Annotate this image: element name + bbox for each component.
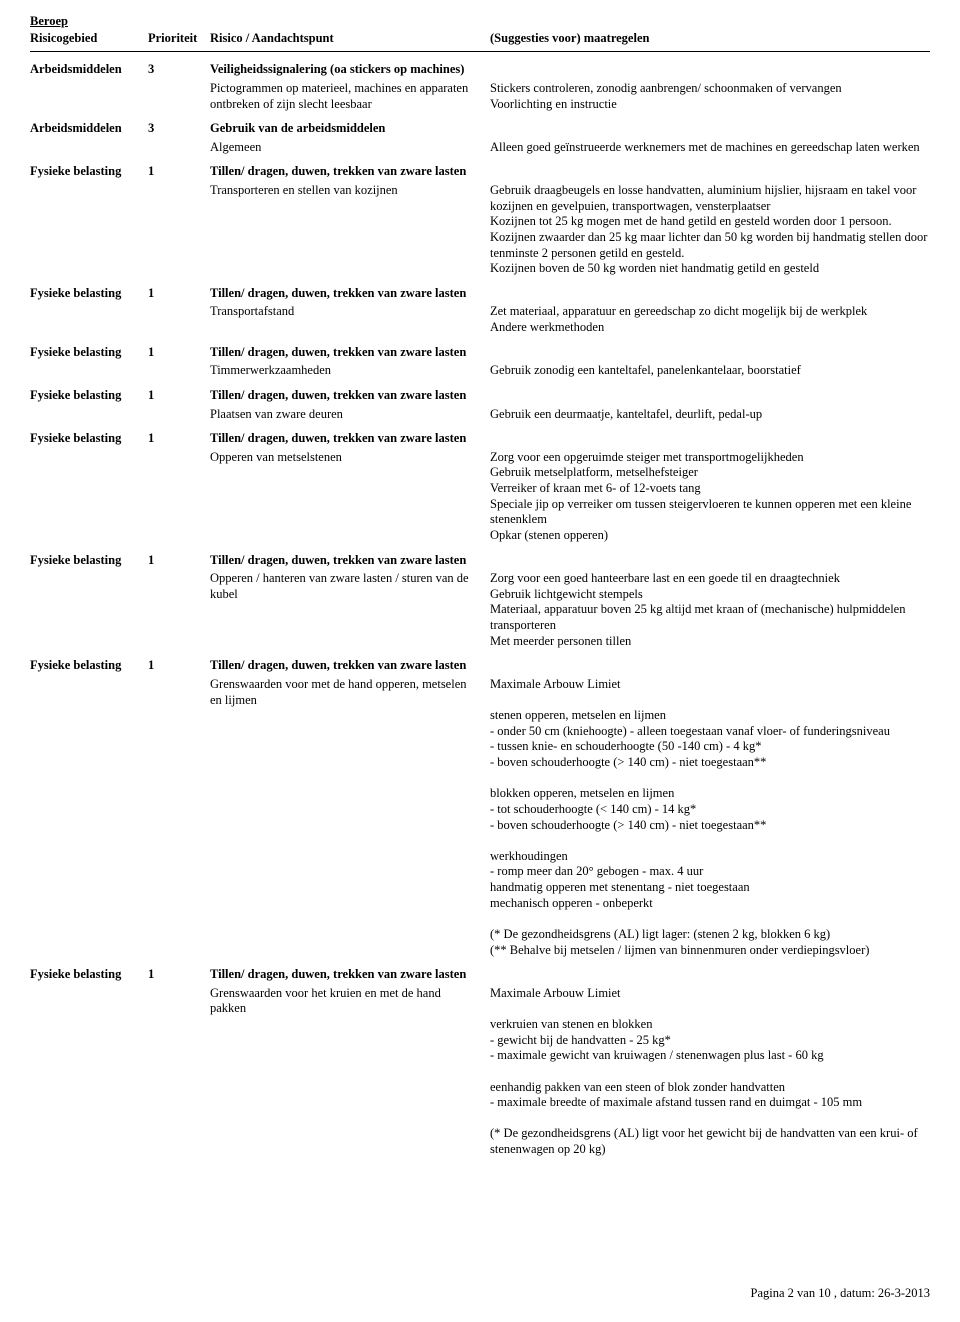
risk-group: Fysieke belasting1Tillen/ dragen, duwen,… bbox=[30, 286, 930, 336]
sub-cell: Timmerwerkzaamheden bbox=[210, 363, 490, 379]
col-header-risk: Risico / Aandachtspunt bbox=[210, 31, 490, 47]
risk-detail-row: Opperen / hanteren van zware lasten / st… bbox=[30, 571, 930, 649]
risk-group-head: Fysieke belasting1Tillen/ dragen, duwen,… bbox=[30, 431, 930, 447]
sub-cell: Opperen van metselstenen bbox=[210, 450, 490, 544]
risk-detail-row: Grenswaarden voor met de hand opperen, m… bbox=[30, 677, 930, 958]
sub-cell: Transporteren en stellen van kozijnen bbox=[210, 183, 490, 277]
area-cell: Fysieke belasting bbox=[30, 967, 148, 983]
risk-cell: Tillen/ dragen, duwen, trekken van zware… bbox=[210, 286, 490, 302]
measure-cell: Gebruik draagbeugels en losse handvatten… bbox=[490, 183, 930, 277]
col-header-meas: (Suggesties voor) maatregelen bbox=[490, 31, 930, 47]
area-cell: Fysieke belasting bbox=[30, 431, 148, 447]
risk-group: Fysieke belasting1Tillen/ dragen, duwen,… bbox=[30, 967, 930, 1158]
risk-cell: Gebruik van de arbeidsmiddelen bbox=[210, 121, 490, 137]
area-cell: Fysieke belasting bbox=[30, 388, 148, 404]
risk-detail-row: Grenswaarden voor het kruien en met de h… bbox=[30, 986, 930, 1158]
col-header-prio: Prioriteit bbox=[148, 31, 210, 47]
risk-group-head: Fysieke belasting1Tillen/ dragen, duwen,… bbox=[30, 553, 930, 569]
risk-cell: Tillen/ dragen, duwen, trekken van zware… bbox=[210, 388, 490, 404]
header-rule bbox=[30, 51, 930, 52]
risk-detail-row: AlgemeenAlleen goed geïnstrueerde werkne… bbox=[30, 140, 930, 156]
risk-group: Fysieke belasting1Tillen/ dragen, duwen,… bbox=[30, 164, 930, 276]
risk-group: Fysieke belasting1Tillen/ dragen, duwen,… bbox=[30, 388, 930, 422]
sub-cell: Transportafstand bbox=[210, 304, 490, 335]
risk-cell: Tillen/ dragen, duwen, trekken van zware… bbox=[210, 658, 490, 674]
risk-cell: Tillen/ dragen, duwen, trekken van zware… bbox=[210, 431, 490, 447]
measure-cell: Maximale Arbouw Limiet stenen opperen, m… bbox=[490, 677, 930, 958]
risk-group-head: Arbeidsmiddelen3Veiligheidssignalering (… bbox=[30, 62, 930, 78]
measure-cell: Gebruik zonodig een kanteltafel, panelen… bbox=[490, 363, 930, 379]
sub-cell: Opperen / hanteren van zware lasten / st… bbox=[210, 571, 490, 649]
sub-cell: Plaatsen van zware deuren bbox=[210, 407, 490, 423]
risk-cell: Tillen/ dragen, duwen, trekken van zware… bbox=[210, 553, 490, 569]
doc-title: Beroep bbox=[30, 14, 930, 30]
prio-cell: 1 bbox=[148, 967, 210, 983]
risk-group: Fysieke belasting1Tillen/ dragen, duwen,… bbox=[30, 553, 930, 650]
risk-group-head: Arbeidsmiddelen3Gebruik van de arbeidsmi… bbox=[30, 121, 930, 137]
risk-detail-row: TransportafstandZet materiaal, apparatuu… bbox=[30, 304, 930, 335]
area-cell: Fysieke belasting bbox=[30, 345, 148, 361]
prio-cell: 1 bbox=[148, 388, 210, 404]
area-cell: Fysieke belasting bbox=[30, 553, 148, 569]
area-cell: Fysieke belasting bbox=[30, 658, 148, 674]
risk-group-head: Fysieke belasting1Tillen/ dragen, duwen,… bbox=[30, 388, 930, 404]
sub-cell: Grenswaarden voor het kruien en met de h… bbox=[210, 986, 490, 1158]
measure-cell: Zorg voor een goed hanteerbare last en e… bbox=[490, 571, 930, 649]
risk-group-head: Fysieke belasting1Tillen/ dragen, duwen,… bbox=[30, 967, 930, 983]
risk-detail-row: TimmerwerkzaamhedenGebruik zonodig een k… bbox=[30, 363, 930, 379]
page-footer: Pagina 2 van 10 , datum: 26-3-2013 bbox=[751, 1286, 931, 1302]
area-cell: Fysieke belasting bbox=[30, 164, 148, 180]
prio-cell: 1 bbox=[148, 164, 210, 180]
sub-cell: Algemeen bbox=[210, 140, 490, 156]
prio-cell: 1 bbox=[148, 431, 210, 447]
area-cell: Fysieke belasting bbox=[30, 286, 148, 302]
prio-cell: 3 bbox=[148, 62, 210, 78]
prio-cell: 1 bbox=[148, 553, 210, 569]
prio-cell: 1 bbox=[148, 658, 210, 674]
col-header-area: Risicogebied bbox=[30, 31, 148, 47]
risk-group-head: Fysieke belasting1Tillen/ dragen, duwen,… bbox=[30, 164, 930, 180]
measure-cell: Zet materiaal, apparatuur en gereedschap… bbox=[490, 304, 930, 335]
risk-group: Arbeidsmiddelen3Veiligheidssignalering (… bbox=[30, 62, 930, 112]
risk-group: Fysieke belasting1Tillen/ dragen, duwen,… bbox=[30, 658, 930, 958]
prio-cell: 1 bbox=[148, 345, 210, 361]
measure-cell: Stickers controleren, zonodig aanbrengen… bbox=[490, 81, 930, 112]
sub-cell: Pictogrammen op materieel, machines en a… bbox=[210, 81, 490, 112]
risk-detail-row: Plaatsen van zware deurenGebruik een deu… bbox=[30, 407, 930, 423]
risk-detail-row: Transporteren en stellen van kozijnenGeb… bbox=[30, 183, 930, 277]
risk-group: Fysieke belasting1Tillen/ dragen, duwen,… bbox=[30, 431, 930, 543]
risk-group-head: Fysieke belasting1Tillen/ dragen, duwen,… bbox=[30, 658, 930, 674]
measure-cell: Gebruik een deurmaatje, kanteltafel, deu… bbox=[490, 407, 930, 423]
column-header-row: Risicogebied Prioriteit Risico / Aandach… bbox=[30, 31, 930, 50]
measure-cell: Alleen goed geïnstrueerde werknemers met… bbox=[490, 140, 930, 156]
risk-detail-row: Pictogrammen op materieel, machines en a… bbox=[30, 81, 930, 112]
risk-cell: Veiligheidssignalering (oa stickers op m… bbox=[210, 62, 490, 78]
risk-cell: Tillen/ dragen, duwen, trekken van zware… bbox=[210, 164, 490, 180]
sub-cell: Grenswaarden voor met de hand opperen, m… bbox=[210, 677, 490, 958]
risk-group-head: Fysieke belasting1Tillen/ dragen, duwen,… bbox=[30, 345, 930, 361]
risk-group: Arbeidsmiddelen3Gebruik van de arbeidsmi… bbox=[30, 121, 930, 155]
measure-cell: Maximale Arbouw Limiet verkruien van ste… bbox=[490, 986, 930, 1158]
prio-cell: 1 bbox=[148, 286, 210, 302]
risk-detail-row: Opperen van metselstenenZorg voor een op… bbox=[30, 450, 930, 544]
area-cell: Arbeidsmiddelen bbox=[30, 121, 148, 137]
risk-cell: Tillen/ dragen, duwen, trekken van zware… bbox=[210, 345, 490, 361]
measure-cell: Zorg voor een opgeruimde steiger met tra… bbox=[490, 450, 930, 544]
prio-cell: 3 bbox=[148, 121, 210, 137]
area-cell: Arbeidsmiddelen bbox=[30, 62, 148, 78]
risk-cell: Tillen/ dragen, duwen, trekken van zware… bbox=[210, 967, 490, 983]
risk-group-head: Fysieke belasting1Tillen/ dragen, duwen,… bbox=[30, 286, 930, 302]
risk-group: Fysieke belasting1Tillen/ dragen, duwen,… bbox=[30, 345, 930, 379]
